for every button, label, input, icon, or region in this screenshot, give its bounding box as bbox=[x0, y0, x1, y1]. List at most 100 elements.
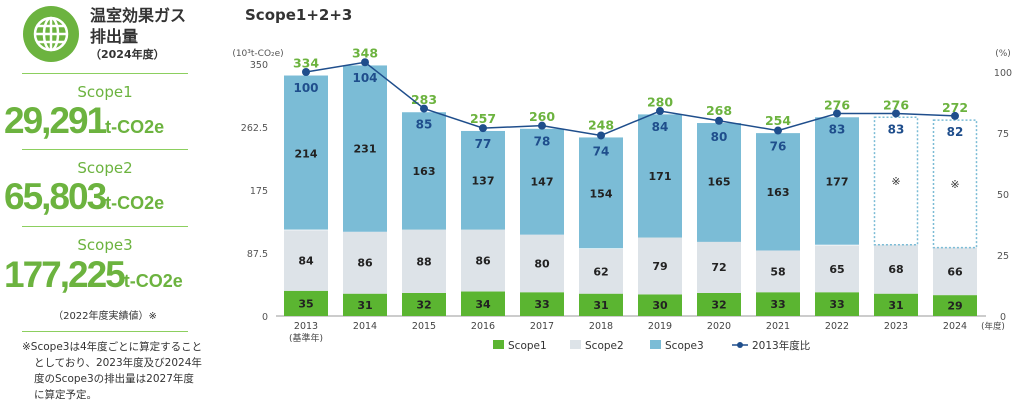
ratio-point bbox=[538, 121, 546, 130]
line-ratio bbox=[305, 61, 956, 137]
bar-scope1 bbox=[461, 291, 505, 316]
x-tick-label: 2024 bbox=[943, 321, 967, 332]
data-label-ratio: 85 bbox=[416, 118, 433, 132]
legend-label: 2013年度比 bbox=[752, 339, 810, 352]
legend-label: Scope2 bbox=[585, 340, 624, 352]
bar-scope1 bbox=[343, 293, 387, 316]
y-tick-label: 350 bbox=[250, 60, 268, 71]
data-label-scope1: 34 bbox=[475, 298, 491, 311]
data-label-scope2: 62 bbox=[593, 265, 608, 278]
data-label-ratio: 82 bbox=[947, 125, 964, 139]
divider bbox=[22, 73, 188, 74]
bar-scope2 bbox=[461, 229, 505, 292]
data-label-total: 260 bbox=[529, 109, 555, 124]
ratio-point bbox=[951, 111, 959, 120]
data-label-ratio: 83 bbox=[888, 122, 905, 136]
data-label-scope1: 31 bbox=[593, 299, 608, 312]
data-label-total: 334 bbox=[293, 56, 319, 71]
data-label-scope2: 84 bbox=[298, 255, 314, 268]
bar-scope1 bbox=[756, 292, 800, 316]
bar-scope3 bbox=[461, 130, 505, 230]
data-label-scope1: 31 bbox=[357, 299, 372, 312]
legend-swatch-scope2 bbox=[570, 340, 581, 349]
divider bbox=[22, 149, 188, 150]
bar-scope3 bbox=[697, 123, 741, 242]
legend-line-marker bbox=[737, 342, 743, 348]
page-title: 温室効果ガス 排出量 bbox=[90, 5, 186, 47]
data-label-scope1: 35 bbox=[298, 297, 313, 310]
x-tick-label: 2022 bbox=[825, 321, 849, 332]
scope1-number: 29,291 bbox=[4, 100, 107, 141]
data-label-scope2: 66 bbox=[947, 265, 963, 278]
x-tick-label: 2020 bbox=[707, 321, 731, 332]
x-tick-label: 2019 bbox=[648, 321, 672, 332]
data-label-scope1: 32 bbox=[416, 298, 431, 311]
scope1-unit: t-CO2e bbox=[105, 117, 165, 137]
bar-scope1 bbox=[815, 292, 859, 316]
scope3-note: （2022年度実績値）※ bbox=[53, 311, 157, 322]
title-line1: 温室効果ガス bbox=[90, 6, 187, 25]
data-label-ratio: 80 bbox=[711, 130, 728, 144]
bar-scope3 bbox=[638, 114, 682, 238]
data-label-ratio: 83 bbox=[829, 122, 846, 136]
x-tick-label: 2021 bbox=[766, 321, 790, 332]
data-label-scope2: 86 bbox=[357, 257, 373, 270]
bar-scope1 bbox=[520, 292, 564, 316]
data-label-total: 257 bbox=[470, 111, 496, 126]
data-label-scope3: 165 bbox=[708, 176, 731, 189]
data-label-scope2: 86 bbox=[475, 255, 491, 268]
data-label-scope3: 163 bbox=[413, 165, 436, 178]
scope2-value: 65,803t-CO2e bbox=[4, 176, 164, 218]
y2-tick-label: 100 bbox=[994, 68, 1012, 79]
bar-scope1 bbox=[402, 292, 446, 316]
scope2-unit: t-CO2e bbox=[105, 193, 165, 213]
data-label-total: 248 bbox=[588, 117, 614, 132]
data-label-scope2: 72 bbox=[711, 261, 726, 274]
footnote: ※Scope3は4年度ごとに算定することとしており、2023年度及び2024年度… bbox=[22, 341, 203, 401]
scope3-number: 177,225 bbox=[4, 254, 126, 295]
bar-scope3 bbox=[579, 137, 623, 249]
data-label-total: 272 bbox=[942, 100, 968, 115]
y2-tick-label: 25 bbox=[997, 251, 1009, 262]
data-label-ratio: 104 bbox=[352, 71, 377, 85]
data-label-scope1: 33 bbox=[829, 298, 844, 311]
divider bbox=[22, 331, 188, 332]
y-tick-label: 0 bbox=[262, 312, 268, 323]
y2-axis-unit: (%) bbox=[995, 49, 1011, 59]
ratio-point bbox=[479, 124, 487, 133]
legend-label: Scope1 bbox=[508, 340, 547, 352]
bar-scope3 bbox=[520, 128, 564, 235]
ratio-point bbox=[892, 109, 900, 118]
title-year: （2024年度） bbox=[90, 48, 165, 61]
globe-icon bbox=[23, 6, 79, 62]
y-tick-label: 262.5 bbox=[241, 123, 268, 134]
scope1-value: 29,291t-CO2e bbox=[4, 100, 164, 142]
data-label-scope3: 177 bbox=[826, 176, 849, 189]
data-label-scope2: 80 bbox=[534, 257, 550, 270]
ratio-point bbox=[715, 116, 723, 125]
data-label-scope1: 31 bbox=[888, 299, 903, 312]
bar-scope1 bbox=[284, 290, 328, 316]
data-label-scope2: 79 bbox=[652, 260, 667, 273]
data-label-scope3: 231 bbox=[354, 143, 377, 156]
data-label-scope1: 30 bbox=[652, 299, 668, 312]
data-label-scope1: 29 bbox=[947, 300, 962, 313]
bar-scope2 bbox=[874, 244, 918, 294]
data-label-scope3: ※ bbox=[950, 178, 959, 191]
x-axis-unit: (年度) bbox=[981, 321, 1005, 332]
y2-tick-label: 75 bbox=[997, 129, 1009, 140]
y2-tick-label: 50 bbox=[997, 190, 1009, 201]
scope1-label: Scope1 bbox=[77, 83, 133, 101]
x-tick-label: 2016 bbox=[471, 321, 495, 332]
data-label-scope3: 147 bbox=[531, 176, 554, 189]
data-label-ratio: 100 bbox=[293, 81, 318, 95]
y-tick-label: 175 bbox=[250, 186, 268, 197]
bar-scope2 bbox=[638, 237, 682, 295]
data-label-scope1: 33 bbox=[534, 298, 549, 311]
bar-scope2 bbox=[402, 229, 446, 293]
data-label-ratio: 74 bbox=[593, 144, 610, 158]
data-label-scope3: 171 bbox=[649, 170, 672, 183]
ratio-point bbox=[597, 131, 605, 140]
data-label-ratio: 84 bbox=[652, 120, 669, 134]
data-label-scope3: ※ bbox=[891, 175, 900, 188]
